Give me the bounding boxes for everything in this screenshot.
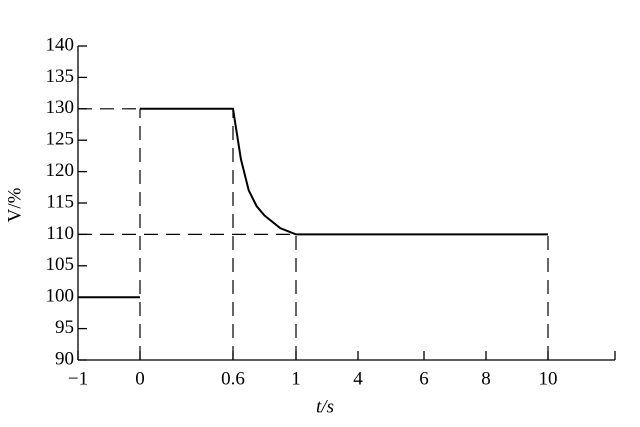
y-tick-label: 115 [46, 191, 74, 212]
y-tick-label: 105 [46, 254, 75, 275]
y-tick-label: 120 [46, 160, 75, 181]
x-tick-label: −1 [68, 368, 88, 389]
data-line [78, 107, 548, 299]
y-axis-label: V/% [4, 187, 25, 222]
x-tick-label: 6 [419, 368, 429, 389]
y-tick-label: 90 [55, 348, 74, 369]
y-tick-label: 125 [46, 129, 75, 150]
y-tick-label: 130 [46, 97, 75, 118]
x-tick-label: 10 [539, 368, 558, 389]
y-tick-label: 95 [55, 317, 74, 338]
y-tick-label: 135 [46, 66, 75, 87]
x-tick-label: 4 [353, 368, 363, 389]
y-tick-label: 100 [46, 286, 75, 307]
x-axis-label: t/s [316, 396, 334, 417]
x-tick-label: 1 [291, 368, 301, 389]
x-tick-label: 0 [135, 368, 145, 389]
y-tick-label: 140 [46, 34, 75, 55]
x-tick-label: 8 [481, 368, 491, 389]
y-tick-label: 110 [46, 223, 74, 244]
x-tick-label: 0.6 [221, 368, 245, 389]
